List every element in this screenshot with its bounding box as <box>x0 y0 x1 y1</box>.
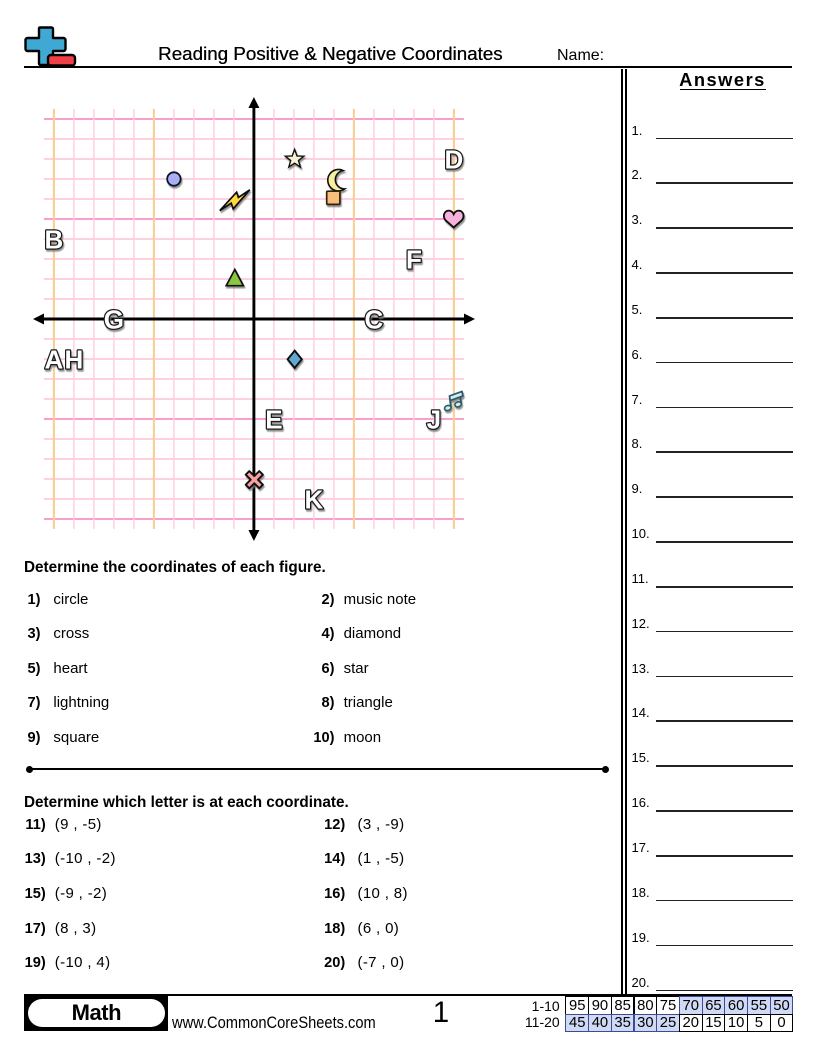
svg-text:H: H <box>65 345 84 375</box>
svg-text:C: C <box>365 305 384 335</box>
svg-text:E: E <box>265 405 282 435</box>
svg-text:K: K <box>305 485 324 515</box>
svg-text:D: D <box>445 145 464 175</box>
svg-text:J: J <box>427 405 441 435</box>
svg-text:A: A <box>45 345 64 375</box>
svg-text:G: G <box>104 305 124 335</box>
svg-text:F: F <box>406 245 422 275</box>
svg-text:B: B <box>45 225 64 255</box>
